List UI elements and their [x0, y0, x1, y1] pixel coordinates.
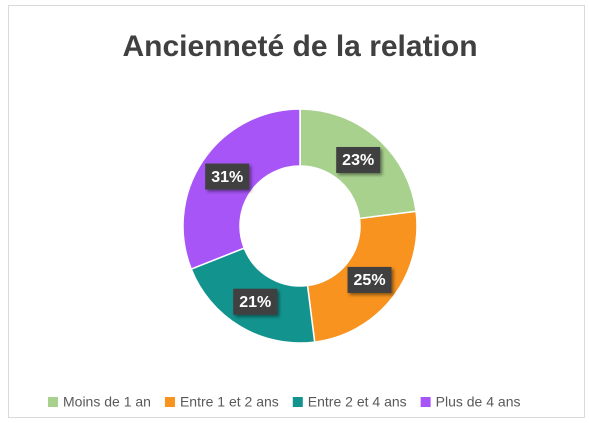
legend-swatch: [420, 397, 431, 407]
legend-swatch: [48, 397, 58, 407]
legend-swatch: [292, 397, 303, 407]
chart-title: Ancienneté de la relation: [122, 30, 477, 63]
legend-swatch: [164, 397, 175, 407]
data-label-box: [233, 288, 278, 315]
data-label-box: [205, 163, 250, 190]
data-label: 31%: [211, 169, 243, 186]
legend-label: Moins de 1 an: [63, 394, 151, 410]
legend-label: Entre 1 et 2 ans: [180, 394, 279, 410]
data-label: 21%: [239, 294, 271, 311]
data-label: 23%: [342, 152, 374, 169]
chart-area: [8, 5, 585, 418]
legend-label: Entre 2 et 4 ans: [308, 394, 407, 410]
data-label-box: [336, 146, 381, 173]
data-label-box: [347, 266, 392, 293]
legend-label: Plus de 4 ans: [436, 394, 521, 410]
data-label: 25%: [354, 272, 386, 289]
